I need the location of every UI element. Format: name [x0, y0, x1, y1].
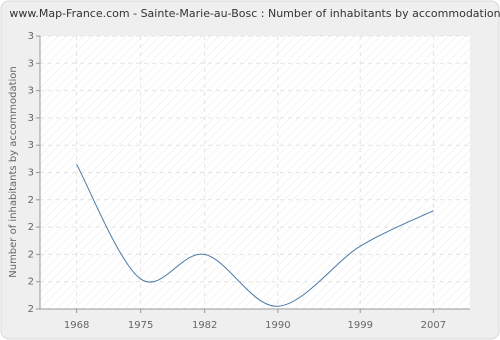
chart-title: www.Map-France.com - Sainte-Marie-au-Bos… — [9, 7, 500, 20]
y-tick-label: 3 — [28, 58, 34, 69]
y-tick-label: 2 — [28, 304, 34, 315]
x-tick-label: 2007 — [421, 320, 446, 331]
y-tick-label: 3 — [28, 86, 34, 97]
y-tick-label: 3 — [28, 31, 34, 42]
x-tick-label: 1990 — [265, 320, 290, 331]
y-tick-label: 2 — [28, 195, 34, 206]
line — [76, 164, 434, 307]
y-axis-label: Number of inhabitants by accommodation — [8, 66, 19, 278]
y-tick-label: 2 — [28, 249, 34, 260]
y-tick-label: 3 — [28, 113, 34, 124]
y-tick-label: 2 — [28, 277, 34, 288]
x-tick-label: 1968 — [64, 320, 89, 331]
x-tick-label: 1982 — [192, 320, 217, 331]
plot-area — [40, 36, 470, 309]
y-tick-label: 2 — [28, 222, 34, 233]
y-tick-label: 3 — [28, 168, 34, 179]
x-tick-label: 1999 — [347, 320, 372, 331]
x-tick-label: 1975 — [128, 320, 153, 331]
y-tick-label: 3 — [28, 140, 34, 151]
